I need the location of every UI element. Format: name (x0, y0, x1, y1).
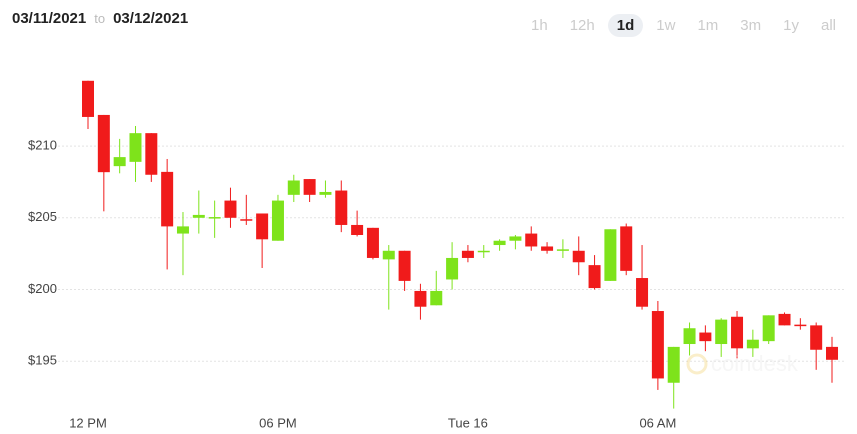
candle-body (794, 324, 807, 327)
candle-body (224, 200, 237, 218)
date-range: 03/11/2021 to 03/12/2021 (12, 10, 188, 27)
date-to: 03/12/2021 (113, 10, 189, 27)
candle-body (683, 328, 696, 345)
candle-body (826, 346, 839, 360)
range-button[interactable]: 1h (522, 14, 557, 37)
candle-body (319, 191, 332, 195)
candle-body (572, 250, 585, 263)
watermark-logo (686, 353, 708, 375)
candle-body (731, 316, 744, 349)
candle-body (208, 217, 221, 219)
range-button[interactable]: 12h (561, 14, 604, 37)
candle-body (430, 290, 443, 306)
range-button[interactable]: all (812, 14, 845, 37)
candle-body (778, 313, 791, 326)
candle-body (588, 265, 601, 289)
candle-body (129, 133, 142, 162)
candle-body (446, 257, 459, 280)
candle-body (287, 180, 300, 195)
candle-body (541, 246, 554, 251)
y-tick-label: $210 (28, 138, 57, 153)
candle-body (715, 319, 728, 345)
candle-body (525, 233, 538, 247)
candle-body (335, 190, 348, 225)
x-tick-label: 06 AM (639, 415, 676, 430)
candle-body (810, 325, 823, 350)
watermark: coindesk (686, 351, 799, 376)
to-word: to (94, 11, 106, 26)
x-tick-label: 12 PM (69, 415, 107, 430)
candle-body (145, 133, 158, 175)
x-tick-label: Tue 16 (448, 415, 488, 430)
candle-body (161, 171, 174, 227)
candle-body (477, 250, 490, 253)
candle-body (82, 80, 94, 117)
candle-body (351, 224, 364, 235)
candle-body (651, 311, 664, 379)
candle-body (256, 213, 269, 240)
range-button[interactable]: 1d (607, 14, 644, 37)
range-button[interactable]: 1w (647, 14, 684, 37)
range-button[interactable]: 1y (774, 14, 808, 37)
candle-body (604, 229, 617, 281)
candle-body (762, 315, 775, 342)
range-button[interactable]: 3m (731, 14, 770, 37)
candle-body (556, 249, 569, 251)
candle-body (382, 250, 395, 260)
candle-body (667, 346, 680, 383)
candle-body (509, 236, 522, 241)
candle-body (398, 250, 411, 281)
candle-body (620, 226, 633, 271)
y-tick-label: $200 (28, 281, 57, 296)
range-buttons: 1h 12h 1d 1w 1m 3m 1y all (518, 14, 845, 37)
candle-body (97, 114, 110, 173)
candle-body (461, 250, 474, 258)
candle-body (240, 219, 253, 221)
y-tick-label: $195 (28, 353, 57, 368)
candle-body (493, 240, 506, 246)
candle-body (699, 332, 712, 342)
candle-body (746, 339, 759, 349)
candle-body (192, 214, 205, 218)
range-button[interactable]: 1m (688, 14, 727, 37)
candle-body (303, 179, 316, 195)
y-tick-label: $205 (28, 209, 57, 224)
candle-body (414, 290, 427, 307)
date-from: 03/11/2021 (12, 10, 87, 27)
candle-body (636, 278, 649, 307)
watermark-text: coindesk (711, 351, 799, 376)
candle-body (366, 227, 379, 258)
candle-body (271, 200, 284, 241)
x-tick-label: 06 PM (259, 415, 297, 430)
candle-body (113, 157, 126, 167)
candle-body (176, 226, 189, 234)
